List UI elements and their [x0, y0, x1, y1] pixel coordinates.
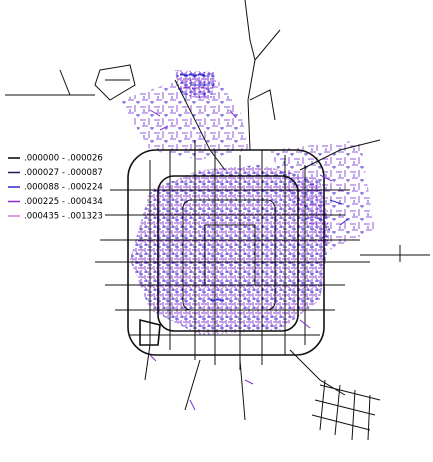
north-area: [120, 70, 250, 160]
east-area: [270, 140, 375, 250]
legend-label: .000088 - .000224: [24, 183, 103, 193]
north-radial: [174, 79, 226, 171]
north-road: [244, 0, 256, 151]
west-road: [5, 69, 95, 96]
southeast-grid: [311, 379, 381, 441]
northeast-road: [299, 139, 381, 171]
southeast-road: [289, 349, 346, 396]
scattered-roads-blue: [180, 74, 349, 301]
north-south-roads: [149, 140, 306, 370]
road-network: [5, 0, 430, 441]
legend-label: .000000 - .000026: [24, 154, 103, 164]
legend-label: .000027 - .000087: [24, 168, 103, 178]
south-roads: [144, 344, 246, 421]
legend-label: .000225 - .000434: [24, 197, 103, 207]
southwest-cluster: [139, 318, 161, 346]
east-west-roads: [95, 189, 370, 336]
fifth-ring: [127, 149, 325, 356]
legend: .000000 - .000026 .000027 - .000087 .00008…: [8, 154, 103, 222]
fourth-ring: [157, 175, 299, 332]
scattered-roads: [149, 109, 333, 411]
east-spur: [360, 245, 430, 262]
north-branches: [249, 29, 281, 121]
dense-area: [130, 165, 330, 335]
northwest-cluster: [94, 64, 136, 101]
legend-label: .000435 - .001323: [24, 212, 103, 222]
